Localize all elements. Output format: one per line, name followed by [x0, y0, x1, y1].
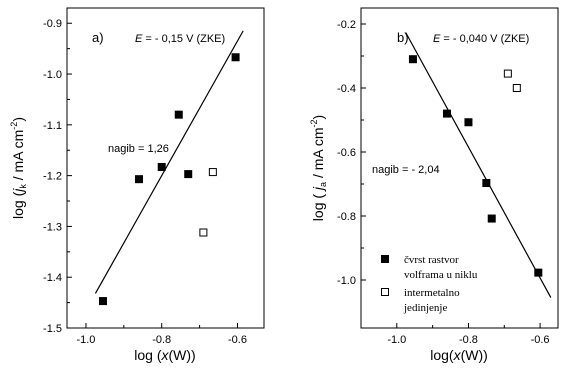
x-tick-label: -1.0: [76, 334, 95, 346]
panel-a-x-axis-title: log (x(W)): [134, 347, 195, 363]
y-tick-label: -1.5: [43, 323, 62, 335]
panel-a-y-axis-title: log (jk / mA cm-2): [9, 117, 28, 219]
panel-b-plot-frame: [360, 7, 559, 329]
data-point-filled: [231, 53, 240, 62]
legend-series-1-line-1: čvrst rastvor: [404, 254, 459, 266]
panel-b-fit-line: [405, 32, 552, 298]
data-point-open: [208, 168, 217, 177]
y-tick-label: -1.2: [43, 171, 62, 183]
panel-b-ticks: -1.0 -0.8 -0.6 -1.0 -0.8 -0.6 -0.4 -0.2: [337, 19, 550, 346]
y-tick-label: -0.2: [337, 19, 356, 31]
data-point-filled: [408, 55, 417, 64]
panel-b: -1.0 -0.8 -0.6 -1.0 -0.8 -0.6 -0.4 -0.2 b) E = …: [309, 7, 559, 363]
panel-a-points: [98, 53, 240, 306]
panel-a-ticks: -1.0 -0.8 -0.6 -1.5 -1.4 -1.3 -1.2 -1.1 -1.0 -0.9: [43, 18, 247, 346]
y-tick-label: -1.0: [337, 275, 356, 287]
y-tick-label: -1.0: [43, 69, 62, 81]
regression-line: [94, 30, 244, 294]
legend-series-2-line-1: intermetalno: [404, 287, 460, 299]
panel-a: -1.0 -0.8 -0.6 -1.5 -1.4 -1.3 -1.2 -1.1 -1.0 -0.9…: [9, 7, 265, 363]
panel-a-label: a): [92, 30, 104, 45]
panel-a-fit-line: [94, 30, 244, 294]
y-tick-label: -1.4: [43, 272, 62, 284]
data-point-filled: [184, 170, 193, 179]
legend-filled-square-marker: [381, 255, 389, 263]
data-point-filled: [442, 109, 451, 118]
x-tick-label: -0.6: [228, 334, 247, 346]
panel-b-x-axis-title: log(x(W)): [430, 347, 488, 363]
data-point-filled: [464, 118, 473, 127]
x-tick-label: -0.8: [459, 334, 478, 346]
panel-a-potential-annotation: E = - 0,15 V (ZKE): [135, 33, 225, 45]
panel-b-label: b): [397, 30, 409, 45]
data-point-filled: [157, 162, 166, 171]
data-point-filled: [98, 297, 107, 306]
y-tick-label: -0.4: [337, 83, 356, 95]
y-tick-label: -0.8: [337, 211, 356, 223]
legend-series-2-line-2: jedinjenje: [403, 302, 447, 314]
panel-b-y-axis-title: log ( ja / mA cm-2): [309, 115, 328, 221]
panel-a-slope-annotation: nagib = 1,26: [108, 143, 169, 155]
data-point-filled: [174, 110, 183, 119]
data-point-open: [512, 84, 521, 92]
data-point-filled: [134, 175, 143, 184]
panel-b-legend: čvrst rastvor volframa u niklu intermeta…: [381, 254, 478, 314]
y-tick-label: -0.9: [43, 18, 62, 30]
data-point-open: [503, 69, 512, 78]
data-point-filled: [487, 214, 496, 223]
x-tick-label: -0.6: [531, 334, 550, 346]
data-point-filled: [482, 179, 491, 188]
regression-line: [405, 32, 552, 298]
x-tick-label: -0.8: [152, 334, 171, 346]
y-tick-label: -0.6: [337, 147, 356, 159]
data-point-open: [199, 228, 208, 237]
y-tick-label: -1.3: [43, 221, 62, 233]
panel-b-points: [408, 55, 543, 277]
panel-a-plot-frame: [66, 7, 265, 329]
legend-open-square-marker: [381, 288, 389, 296]
data-point-filled: [534, 268, 543, 277]
x-tick-label: -1.0: [387, 334, 406, 346]
y-tick-label: -1.1: [43, 120, 62, 132]
panel-b-potential-annotation: E = - 0,040 V (ZKE): [433, 33, 529, 45]
panel-b-slope-annotation: nagib = - 2,04: [372, 164, 440, 176]
legend-series-1-line-2: volframa u niklu: [404, 269, 478, 281]
